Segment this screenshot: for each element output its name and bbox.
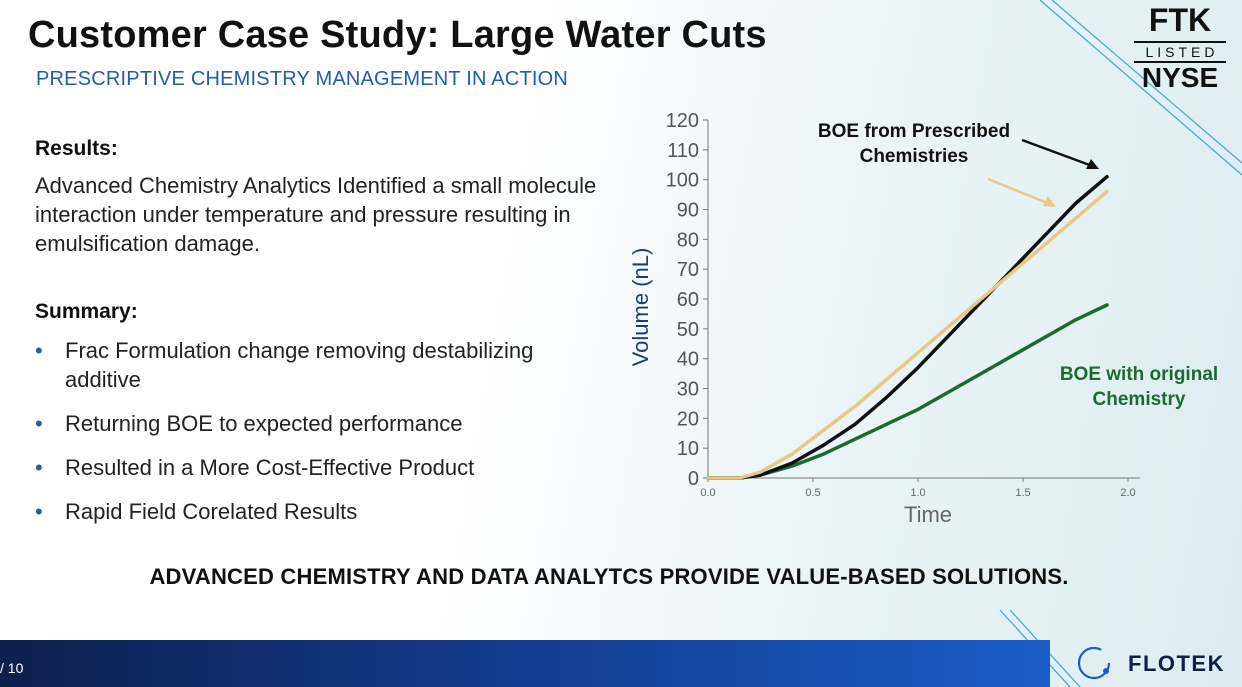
list-item: • Rapid Field Corelated Results — [35, 497, 615, 526]
y-tick-label: 40 — [677, 349, 699, 371]
page-subtitle: PRESCRIPTIVE CHEMISTRY MANAGEMENT IN ACT… — [36, 68, 569, 90]
annotation-arrowhead-gold — [1043, 196, 1056, 207]
logo-nyse-text: NYSE — [1141, 62, 1219, 93]
logo-ftk-text: FTK — [1148, 2, 1212, 38]
y-tick-label: 100 — [666, 170, 699, 192]
y-tick-label: 90 — [677, 200, 699, 222]
x-tick-label: 0.5 — [805, 487, 820, 499]
bullet-text: Resulted in a More Cost-Effective Produc… — [65, 455, 475, 480]
annotation-original-line1: BOE with original — [1060, 364, 1218, 385]
bullet-icon: • — [35, 499, 43, 524]
annotation-arrow-gold — [987, 177, 1051, 206]
ftk-nyse-logo: FTK LISTED NYSE — [1134, 4, 1226, 93]
flotek-ring-icon — [1077, 646, 1111, 680]
y-tick-label: 120 — [666, 110, 699, 132]
series-line-0 — [706, 174, 1109, 480]
y-tick-label: 60 — [677, 289, 699, 311]
logo-listed-text: LISTED — [1134, 41, 1226, 63]
y-tick-label: 80 — [677, 229, 699, 251]
series-line-2 — [706, 303, 1109, 480]
y-tick-label: 30 — [677, 379, 699, 401]
footer-bar — [0, 640, 1050, 687]
page-number: / 10 — [0, 660, 24, 676]
results-body: Advanced Chemistry Analytics Identified … — [35, 173, 597, 256]
list-item: • Returning BOE to expected performance — [35, 409, 615, 438]
x-tick-label: 0.0 — [700, 487, 715, 499]
x-tick-label: 1.5 — [1015, 487, 1030, 499]
bullet-icon: • — [35, 338, 43, 363]
y-tick-label: 0 — [688, 468, 699, 490]
list-item: • Resulted in a More Cost-Effective Produ… — [35, 453, 615, 482]
summary-heading: Summary: — [35, 300, 138, 323]
x-tick-label: 2.0 — [1120, 487, 1135, 499]
y-tick-label: 70 — [677, 259, 699, 281]
annotation-prescribed-line1: BOE from Prescribed — [818, 121, 1010, 142]
y-tick-label: 10 — [677, 438, 699, 460]
volume-time-chart: 0 10 20 30 40 50 60 70 80 90 100 110 120 0.0 0.5 1.0 1.5… — [628, 110, 1218, 527]
annotation-original-line2: Chemistry — [1093, 389, 1186, 410]
results-heading: Results: — [35, 137, 118, 160]
flotek-wordmark: FLOTEK — [1128, 651, 1225, 676]
bullet-icon: • — [35, 411, 43, 436]
bullet-text: Rapid Field Corelated Results — [65, 499, 358, 524]
annotation-arrow-black — [1021, 138, 1096, 169]
y-tick-label: 110 — [667, 140, 699, 162]
tagline: ADVANCED CHEMISTRY AND DATA ANALYTCS PRO… — [149, 564, 1069, 589]
y-axis-label: Volume (nL) — [628, 248, 653, 367]
series-line-1 — [706, 189, 1109, 480]
list-item: • Frac Formulation change removing destab… — [35, 336, 615, 394]
bullet-text: Frac Formulation change removing destabi… — [65, 338, 534, 392]
bullet-icon: • — [35, 455, 43, 480]
flotek-logo: FLOTEK — [1070, 643, 1240, 683]
x-tick-label: 1.0 — [910, 487, 925, 499]
page-title: Customer Case Study: Large Water Cuts — [28, 14, 767, 56]
x-axis-label: Time — [904, 502, 952, 527]
annotation-prescribed-line2: Chemistries — [860, 146, 969, 167]
annotation-arrowhead-black — [1086, 159, 1099, 169]
summary-bullet-list: • Frac Formulation change removing destab… — [35, 336, 615, 526]
y-tick-label: 50 — [677, 319, 699, 341]
bullet-text: Returning BOE to expected performance — [65, 411, 463, 436]
y-tick-label: 20 — [677, 408, 699, 430]
